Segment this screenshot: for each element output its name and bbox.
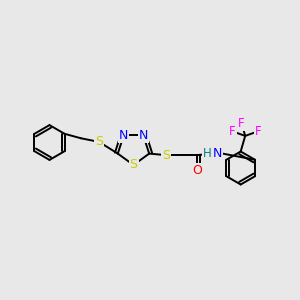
Text: F: F (238, 117, 245, 130)
Text: N: N (213, 147, 222, 160)
Text: H: H (203, 147, 212, 160)
Text: S: S (130, 158, 137, 172)
Text: S: S (95, 135, 103, 148)
Text: N: N (119, 129, 128, 142)
Text: F: F (229, 125, 236, 138)
Text: N: N (139, 129, 148, 142)
Text: S: S (162, 148, 170, 162)
Text: O: O (192, 164, 202, 177)
Text: F: F (254, 125, 261, 138)
